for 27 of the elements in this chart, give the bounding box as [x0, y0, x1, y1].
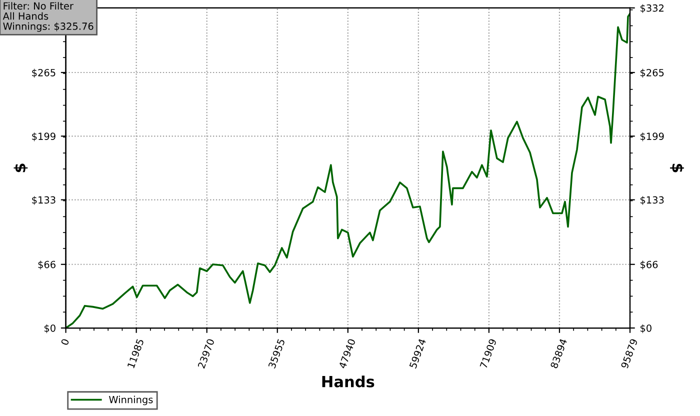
y-tick-label: $66 [38, 260, 56, 270]
y-axis-title: $ [14, 164, 28, 172]
x-tick-label: 11985 [127, 338, 144, 368]
y-tick-label: $265 [32, 68, 56, 78]
x-tick-label: 47940 [338, 338, 356, 369]
x-tick-label: 71909 [480, 338, 497, 369]
y-tick-label: $199 [32, 132, 56, 142]
text: All Hands [2, 12, 48, 20]
annotation: Winnings: $325.76 [3, 22, 94, 32]
y2-axis-title: $ [670, 164, 684, 172]
x-tick-label: 95879 [620, 338, 638, 369]
y2-tick-label: $0 [640, 324, 652, 334]
y2-tick-label: $332 [640, 4, 664, 14]
x-tick-label: 35955 [268, 338, 286, 369]
legend-label: Winnings [109, 396, 153, 406]
y2-tick-label: $133 [640, 196, 664, 205]
x-tick-label: 59924 [409, 338, 426, 369]
y2-tick-label: $66 [640, 260, 658, 270]
annotation: Filter: No Filter [4, 2, 74, 10]
y2-tick-label: $199 [640, 132, 664, 142]
x-tick-label: 83894 [550, 338, 568, 369]
x-tick-label: 23970 [198, 338, 215, 369]
y-tick-label: $133 [32, 196, 56, 205]
y-tick-label: $0 [44, 324, 56, 334]
y2-tick-label: $265 [640, 68, 664, 78]
x-tick-label: 0 [60, 338, 70, 346]
x-axis-title: Hands [322, 376, 374, 388]
